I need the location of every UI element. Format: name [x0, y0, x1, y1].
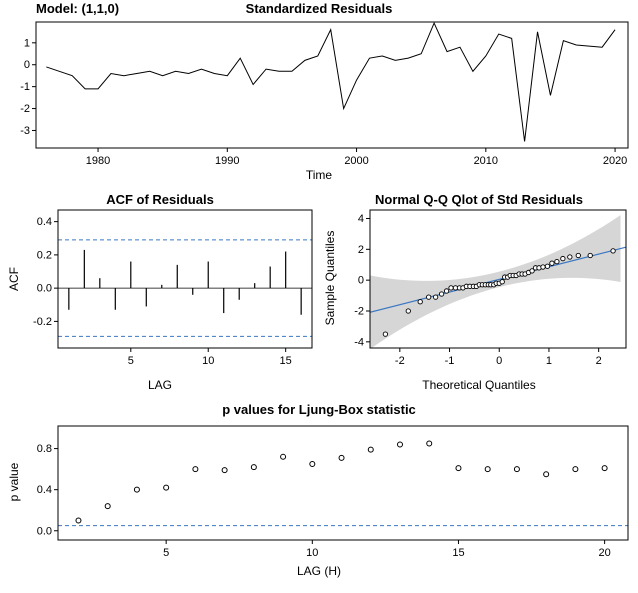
svg-text:0.0: 0.0	[37, 525, 52, 537]
svg-text:-3: -3	[20, 125, 30, 137]
svg-text:5: 5	[163, 547, 169, 559]
svg-text:5: 5	[128, 355, 134, 367]
svg-text:15: 15	[452, 547, 464, 559]
svg-text:10: 10	[202, 355, 214, 367]
qq-plot: -2 -1 0 1 2 -4 -2 0 2 4	[354, 209, 627, 367]
svg-text:15: 15	[280, 355, 292, 367]
acf-plot: 5 10 15 -0.2 0.0 0.2 0.4	[33, 209, 313, 367]
svg-text:20: 20	[598, 547, 610, 559]
svg-text:-4: -4	[354, 336, 364, 348]
model-label: Model: (1,1,0)	[36, 1, 120, 16]
svg-text:2000: 2000	[344, 155, 368, 167]
svg-text:-2: -2	[354, 305, 364, 317]
panel-ljung-box: p values for Ljung-Box statistic p value…	[0, 400, 638, 593]
ljung-xlabel: LAG (H)	[296, 564, 341, 578]
svg-text:10: 10	[306, 547, 318, 559]
svg-text:2: 2	[358, 244, 364, 256]
ljung-title: p values for Ljung-Box statistic	[222, 402, 416, 417]
svg-text:1990: 1990	[215, 155, 239, 167]
residuals-xlabel: Time	[305, 168, 333, 182]
svg-text:1: 1	[546, 355, 552, 367]
svg-text:0: 0	[496, 355, 502, 367]
ljung-plot: 5 10 15 20 0.0 0.4 0.8	[37, 425, 629, 559]
svg-text:0.2: 0.2	[37, 249, 52, 261]
svg-text:1: 1	[24, 37, 30, 49]
acf-xlabel: LAG	[147, 378, 172, 392]
svg-text:0.0: 0.0	[37, 283, 52, 295]
panel-standardized-residuals: Model: (1,1,0) Standardized Residuals 19…	[0, 0, 638, 186]
residuals-title: Standardized Residuals	[245, 1, 393, 16]
svg-text:-0.2: -0.2	[33, 316, 52, 328]
svg-text:-2: -2	[20, 103, 30, 115]
residuals-plot: 1980 1990 2000 2010 2020 -3 -2 -1 0 1	[20, 21, 629, 167]
svg-text:-1: -1	[20, 81, 30, 93]
qq-title: Normal Q-Q Qlot of Std Residuals	[374, 192, 584, 207]
svg-text:-1: -1	[445, 355, 455, 367]
svg-text:0: 0	[24, 59, 30, 71]
svg-text:1980: 1980	[86, 155, 110, 167]
svg-text:4: 4	[358, 213, 364, 225]
qq-xlabel: Theoretical Quantiles	[422, 378, 536, 392]
svg-text:-2: -2	[395, 355, 405, 367]
svg-text:2010: 2010	[474, 155, 498, 167]
svg-text:0: 0	[358, 275, 364, 287]
acf-title: ACF of Residuals	[106, 192, 214, 207]
svg-text:2020: 2020	[603, 155, 627, 167]
panel-acf: ACF of Residuals ACF 5 10 15 -0.2 0.0 0.2 0.4 …	[0, 186, 320, 400]
svg-text:0.4: 0.4	[37, 484, 52, 496]
svg-text:0.8: 0.8	[37, 443, 52, 455]
svg-text:2: 2	[596, 355, 602, 367]
panel-qq: Normal Q-Q Qlot of Std Residuals Sample …	[320, 186, 638, 400]
svg-text:0.4: 0.4	[37, 216, 52, 228]
